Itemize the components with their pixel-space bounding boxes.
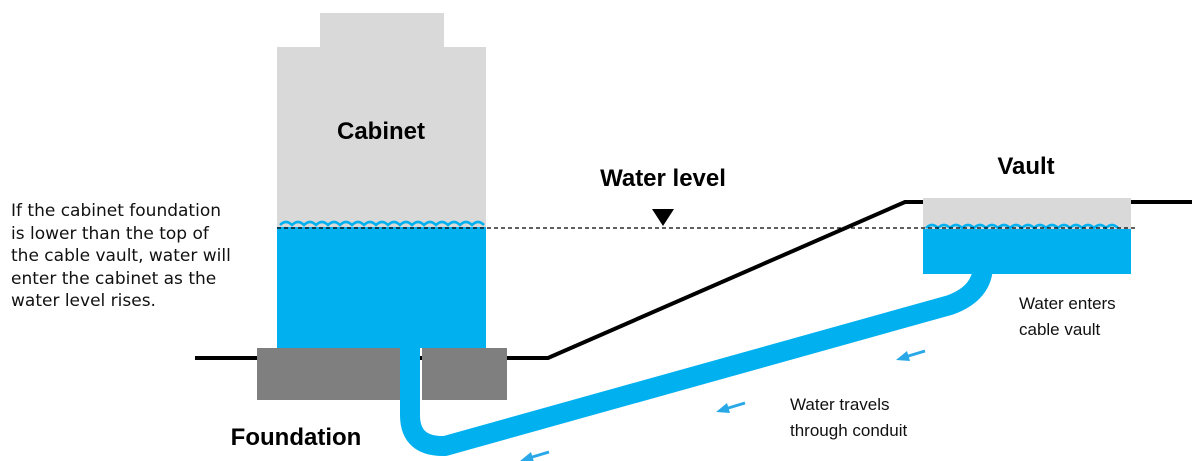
cabinet <box>277 13 486 348</box>
foundation-right-block <box>422 348 507 400</box>
cabinet-label: Cabinet <box>337 118 425 145</box>
flow-arrow-icon <box>716 401 746 413</box>
note-line: water level rises. <box>11 291 156 311</box>
vault-water <box>923 229 1131 274</box>
water-travels-line: through conduit <box>790 421 907 440</box>
note-line: enter the cabinet as the <box>11 268 217 289</box>
note-line: is lower than the top of <box>11 223 209 244</box>
flow-arrows <box>520 349 926 461</box>
flow-arrow-icon <box>896 349 926 361</box>
flow-arrow-icon <box>520 450 550 461</box>
vault <box>923 198 1131 274</box>
cabinet-water <box>277 227 486 348</box>
water-enters-line: Water enters <box>1019 294 1116 313</box>
water-travels-label: Water travels through conduit <box>790 395 907 440</box>
explanation-note: If the cabinet foundation is lower than … <box>11 200 261 313</box>
vault-label: Vault <box>997 153 1054 180</box>
note-line: the cable vault, water will <box>11 246 231 266</box>
water-travels-line: Water travels <box>790 395 890 414</box>
cabinet-body <box>277 47 486 227</box>
note-line: If the cabinet foundation <box>11 201 221 221</box>
water-enters-label: Water enters cable vault <box>1019 294 1120 339</box>
cabinet-water-ripple <box>279 220 485 227</box>
cabinet-top-cap <box>320 13 444 48</box>
water-level-marker <box>652 209 674 226</box>
foundation-left-block <box>257 348 400 400</box>
foundation-label: Foundation <box>231 424 362 451</box>
water-level-label: Water level <box>600 165 726 192</box>
conduit <box>400 264 993 456</box>
water-enters-line: cable vault <box>1019 320 1101 339</box>
